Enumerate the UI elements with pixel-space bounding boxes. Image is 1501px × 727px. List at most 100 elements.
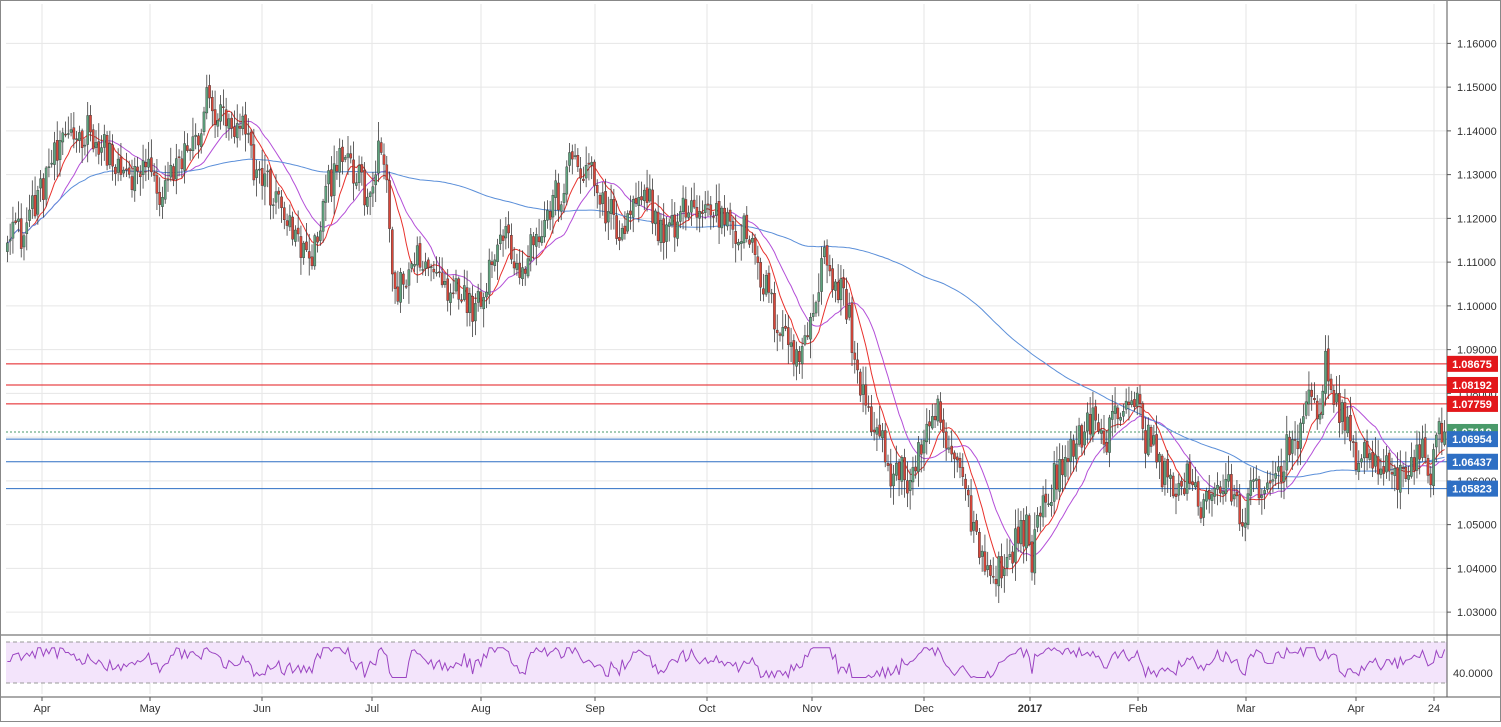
candle-body [111, 144, 114, 167]
candle-body [535, 234, 538, 247]
candle-body [1016, 526, 1020, 544]
candle [141, 144, 145, 189]
candle-body [1061, 459, 1064, 476]
price-tick-label: 1.09000 [1457, 345, 1497, 357]
candle-body [1329, 378, 1333, 390]
candle [692, 182, 696, 210]
candle [1202, 493, 1205, 527]
candle [1169, 468, 1172, 498]
candle-body [889, 463, 893, 487]
candle-body [601, 192, 605, 204]
candle [191, 117, 195, 159]
candle-body [1241, 522, 1244, 527]
candle [978, 528, 981, 565]
candle-body [451, 292, 455, 295]
candle-body [39, 178, 42, 189]
candle-body [499, 234, 502, 245]
candle-body [803, 335, 807, 345]
candle-body [222, 106, 225, 108]
candle-body [917, 442, 920, 472]
price-tick-label: 1.15000 [1457, 82, 1497, 94]
candle [116, 148, 120, 182]
candle [618, 220, 621, 251]
candle-body [410, 263, 414, 269]
candle-body [1249, 480, 1253, 496]
candle-body [1421, 438, 1424, 458]
candle-body [726, 212, 729, 227]
candle [1177, 473, 1181, 502]
candle [1440, 407, 1444, 456]
candle-body [1207, 489, 1211, 500]
candle [1074, 425, 1078, 472]
candle-body [1360, 458, 1363, 463]
candle-body [197, 135, 200, 146]
candle [432, 261, 436, 280]
candle [582, 166, 585, 184]
candle-body [316, 236, 319, 243]
candle [543, 201, 546, 243]
candle [183, 131, 186, 184]
candle [269, 167, 272, 220]
candle [1263, 486, 1266, 510]
candle [900, 455, 904, 495]
candle [620, 223, 624, 242]
candle-body [1003, 568, 1006, 576]
candle [130, 159, 134, 198]
candle [1302, 404, 1305, 433]
candle [584, 146, 588, 188]
candle-body [1321, 390, 1325, 415]
candle [789, 327, 793, 363]
price-tick-label: 1.05000 [1457, 520, 1497, 532]
candle [546, 200, 549, 229]
candle [377, 121, 380, 183]
candle-body [180, 158, 184, 169]
candle [202, 106, 206, 136]
candle-body [44, 167, 48, 200]
candle-body [933, 415, 937, 421]
candle-body [188, 149, 192, 151]
candle-body [1246, 493, 1250, 525]
candle [1119, 412, 1122, 427]
candle [1113, 387, 1117, 433]
candle-body [1410, 457, 1413, 477]
candle [1235, 479, 1239, 508]
candle-body [440, 272, 444, 286]
candle-body [479, 291, 483, 307]
candle-body [36, 190, 40, 215]
candle-body [399, 272, 402, 303]
candle [1110, 395, 1114, 437]
candle [842, 269, 845, 306]
candle [1221, 474, 1225, 505]
candle [230, 111, 233, 139]
candle-body [620, 228, 624, 240]
candle [875, 418, 879, 451]
candle [485, 282, 488, 309]
candle-body [6, 242, 9, 252]
candle-body [80, 130, 84, 148]
candle-body [346, 153, 350, 158]
candle-body [861, 384, 865, 395]
candle-body [1141, 403, 1145, 429]
candle-body [1393, 468, 1397, 476]
level-tag-label: 1.08192 [1452, 380, 1492, 392]
candle-body [208, 85, 211, 99]
candle-body [1365, 440, 1369, 459]
candle [39, 170, 42, 202]
candle-body [1227, 474, 1230, 482]
candle [338, 138, 342, 188]
candle [1401, 463, 1405, 488]
candle [277, 187, 281, 209]
candle [463, 269, 466, 302]
candle [138, 165, 142, 196]
candle-body [609, 199, 613, 214]
candle-body [288, 215, 292, 228]
candle-body [1338, 393, 1341, 423]
candle [1246, 487, 1250, 530]
candle [939, 392, 942, 431]
candle-body [152, 172, 156, 176]
candle-body [562, 193, 566, 203]
candle-body [1407, 475, 1410, 480]
candle [811, 294, 815, 322]
candle [914, 455, 917, 479]
